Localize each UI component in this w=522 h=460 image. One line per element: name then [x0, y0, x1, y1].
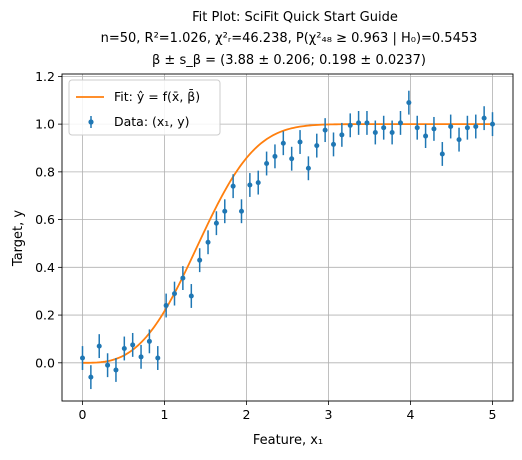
data-point [222, 208, 228, 214]
data-point [456, 137, 462, 143]
data-point [397, 120, 403, 126]
legend-box [68, 79, 221, 136]
data-point [163, 303, 169, 309]
axis-ticks: 0 1 2 3 4 5 0.0 0.2 0.4 0.6 0.8 1.0 1.2 [35, 69, 496, 422]
data-point [272, 153, 278, 159]
legend-data-marker [88, 119, 94, 125]
data-point [264, 161, 270, 167]
data-point [372, 129, 378, 135]
data-point [339, 132, 345, 138]
data-point [381, 125, 387, 131]
legend: Fit: ŷ = f(x̄, β̄) Data: (x₁, y) [68, 79, 221, 136]
x-tick-label: 4 [407, 407, 415, 422]
chart-title-line-1: Fit Plot: SciFit Quick Start Guide [192, 10, 398, 25]
data-point [230, 183, 236, 189]
x-tick-label: 0 [79, 407, 87, 422]
data-point [130, 342, 136, 348]
data-point [305, 165, 311, 171]
data-point [213, 220, 219, 226]
plot-frame [61, 73, 514, 402]
y-axis-label: Target, y [11, 210, 26, 267]
chart-title-line-3: β ± s_β = (3.88 ± 0.206; 0.198 ± 0.0237) [152, 53, 426, 68]
data-point [322, 127, 328, 133]
data-point [431, 126, 437, 132]
data-point [389, 129, 395, 135]
data-points-layer [80, 90, 495, 390]
data-point [205, 239, 211, 245]
legend-fit-label: Fit: ŷ = f(x̄, β̄) [114, 89, 200, 104]
data-point [280, 140, 286, 146]
y-tick-label: 1.0 [35, 117, 55, 132]
data-point [490, 121, 495, 127]
x-tick-label: 1 [161, 407, 169, 422]
data-point [414, 125, 420, 131]
data-point [172, 291, 178, 297]
data-point [105, 362, 111, 368]
data-point [464, 125, 470, 131]
data-point [356, 120, 362, 126]
data-point [439, 151, 445, 157]
data-point [188, 293, 194, 299]
y-tick-label: 0.0 [35, 355, 55, 370]
data-point [473, 124, 479, 130]
data-point [247, 182, 253, 188]
x-tick-label: 5 [489, 407, 497, 422]
data-point [255, 180, 261, 186]
data-point [155, 355, 161, 361]
data-point [347, 122, 353, 128]
y-tick-label: 1.2 [35, 69, 55, 84]
data-point [180, 275, 186, 281]
data-point [331, 141, 337, 147]
data-point [238, 208, 244, 214]
x-tick-label: 3 [325, 407, 333, 422]
data-point [197, 257, 203, 263]
data-point [146, 338, 152, 344]
fit-curve-layer [82, 123, 493, 364]
y-tick-label: 0.2 [35, 308, 55, 323]
data-point [113, 367, 119, 373]
y-tick-label: 0.8 [35, 164, 55, 179]
legend-data-label: Data: (x₁, y) [114, 114, 190, 129]
data-point [289, 156, 295, 162]
fit-curve [82, 123, 493, 364]
chart-title-line-2: n=50, R²=1.026, χ²ᵣ=46.238, P(χ²₄₈ ≥ 0.9… [101, 31, 478, 46]
data-point [138, 354, 144, 360]
data-point [448, 124, 454, 130]
data-point [297, 139, 303, 145]
data-point [121, 345, 127, 351]
data-point [80, 355, 85, 361]
y-tick-label: 0.6 [35, 212, 55, 227]
data-point [96, 343, 102, 349]
data-point [481, 115, 487, 121]
x-axis-label: Feature, x₁ [253, 433, 323, 448]
data-point [88, 374, 94, 380]
y-tick-label: 0.4 [35, 260, 55, 275]
data-point [406, 100, 412, 106]
data-point [423, 133, 429, 139]
data-point [364, 120, 370, 126]
x-tick-label: 2 [243, 407, 251, 422]
data-point [314, 143, 320, 149]
